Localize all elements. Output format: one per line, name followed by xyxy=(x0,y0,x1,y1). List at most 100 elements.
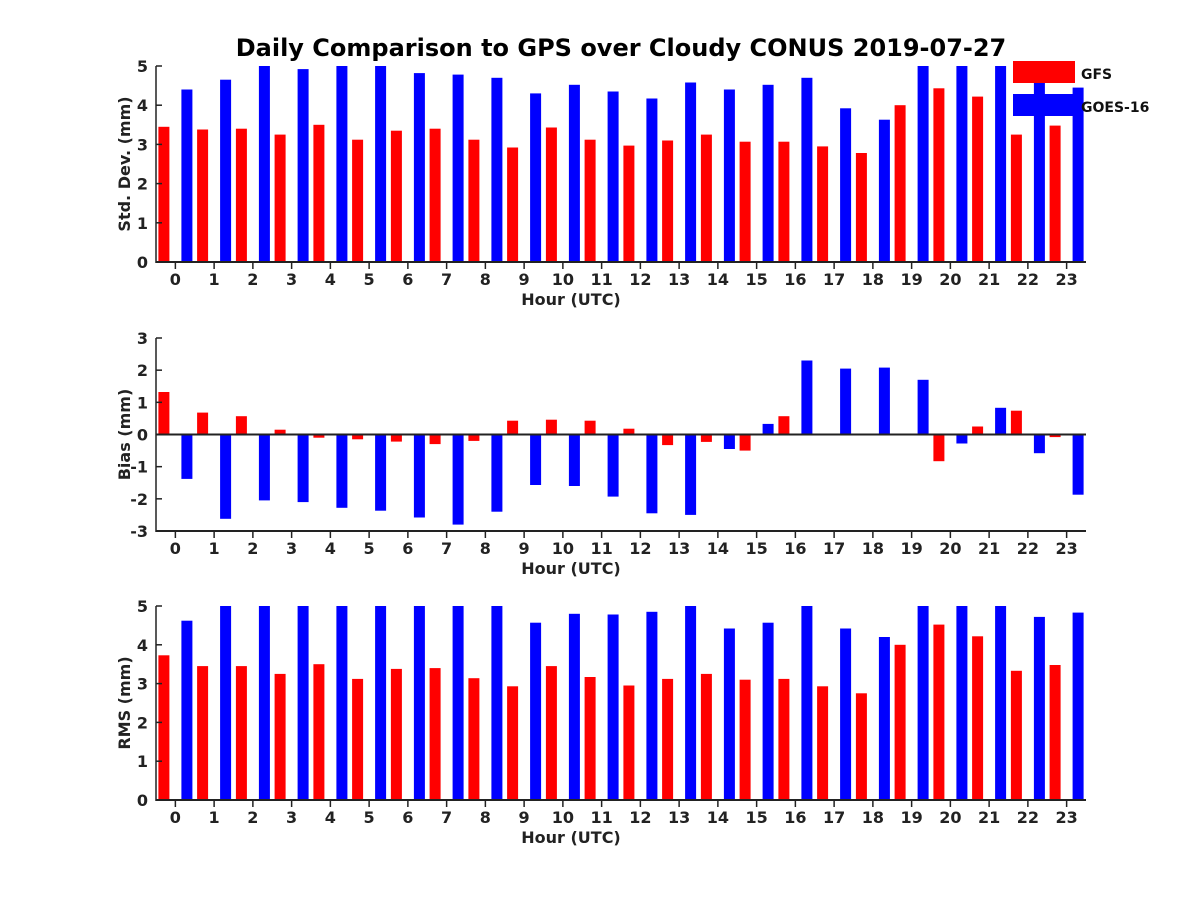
x-tick-label: 12 xyxy=(629,808,651,827)
bar-gfs-hour-2 xyxy=(235,128,247,262)
bar-goes16-hour-5 xyxy=(375,434,387,511)
bar-gfs-hour-19 xyxy=(894,105,906,262)
x-tick-label: 3 xyxy=(286,539,297,558)
bar-gfs-hour-4 xyxy=(313,124,325,262)
bar-goes16-hour-16 xyxy=(801,360,813,435)
x-tick-label: 2 xyxy=(247,270,258,289)
x-tick-label: 0 xyxy=(170,270,181,289)
x-tick-label: 7 xyxy=(441,539,452,558)
bar-gfs-hour-12 xyxy=(623,428,635,435)
x-tick-label: 3 xyxy=(286,808,297,827)
bar-gfs-hour-11 xyxy=(584,677,596,800)
bar-goes16-hour-5 xyxy=(375,66,387,262)
bar-goes16-hour-2 xyxy=(258,606,270,800)
x-tick-label: 17 xyxy=(823,808,845,827)
bar-gfs-hour-5 xyxy=(352,678,364,800)
bar-goes16-hour-9 xyxy=(530,622,542,800)
bar-gfs-hour-16 xyxy=(778,678,790,800)
bar-goes16-hour-18 xyxy=(878,119,890,262)
bar-goes16-hour-12 xyxy=(646,98,658,262)
bar-goes16-hour-8 xyxy=(491,606,503,800)
y-tick-label: 2 xyxy=(137,175,148,194)
bar-gfs-hour-7 xyxy=(429,128,441,262)
bar-goes16-hour-8 xyxy=(491,77,503,262)
bar-goes16-hour-15 xyxy=(762,84,774,262)
legend-label-gfs: GFS xyxy=(1081,67,1112,83)
bar-goes16-hour-12 xyxy=(646,434,658,514)
bar-gfs-hour-22 xyxy=(1010,134,1022,262)
bar-goes16-hour-17 xyxy=(840,108,852,262)
y-axis-label: RMS (mm) xyxy=(115,656,134,749)
y-axis-label: Std. Dev. (mm) xyxy=(115,96,134,231)
y-tick-label: 1 xyxy=(137,752,148,771)
bar-gfs-hour-3 xyxy=(274,429,286,435)
x-tick-label: 4 xyxy=(325,808,336,827)
x-tick-label: 7 xyxy=(441,808,452,827)
bar-goes16-hour-22 xyxy=(1033,434,1045,454)
bar-goes16-hour-11 xyxy=(607,434,619,497)
y-tick-label: 4 xyxy=(137,636,148,655)
x-tick-label: 23 xyxy=(1055,539,1077,558)
bar-goes16-hour-21 xyxy=(995,66,1007,262)
x-axis-label: Hour (UTC) xyxy=(521,828,621,847)
bar-gfs-hour-2 xyxy=(235,416,247,435)
x-tick-label: 14 xyxy=(707,539,729,558)
x-tick-label: 11 xyxy=(590,539,612,558)
bar-gfs-hour-23 xyxy=(1049,665,1061,800)
bar-gfs-hour-23 xyxy=(1049,125,1061,262)
bar-goes16-hour-13 xyxy=(685,82,697,262)
bar-goes16-hour-1 xyxy=(220,606,232,800)
bar-gfs-hour-10 xyxy=(545,666,557,800)
bar-goes16-hour-12 xyxy=(646,611,658,800)
bar-gfs-hour-7 xyxy=(429,434,441,445)
bar-goes16-hour-23 xyxy=(1072,87,1084,262)
x-tick-label: 13 xyxy=(668,539,690,558)
x-tick-label: 5 xyxy=(364,270,375,289)
x-tick-label: 20 xyxy=(939,808,961,827)
x-tick-label: 19 xyxy=(900,808,922,827)
bar-gfs-hour-0 xyxy=(158,655,170,800)
bar-gfs-hour-1 xyxy=(197,412,209,435)
bar-gfs-hour-8 xyxy=(468,139,480,262)
x-tick-label: 21 xyxy=(978,270,1000,289)
y-tick-label: -2 xyxy=(130,490,148,509)
bar-gfs-hour-15 xyxy=(739,141,751,262)
x-tick-label: 1 xyxy=(209,270,220,289)
bar-gfs-hour-20 xyxy=(933,434,945,462)
bar-goes16-hour-6 xyxy=(413,434,425,518)
bar-gfs-hour-6 xyxy=(390,130,402,262)
x-tick-label: 15 xyxy=(745,270,767,289)
bar-gfs-hour-12 xyxy=(623,145,635,262)
bar-goes16-hour-19 xyxy=(917,606,929,800)
x-tick-label: 10 xyxy=(552,270,574,289)
bar-goes16-hour-21 xyxy=(995,606,1007,800)
y-tick-label: 2 xyxy=(137,361,148,380)
bar-gfs-hour-1 xyxy=(197,666,209,800)
bar-gfs-hour-16 xyxy=(778,416,790,435)
bar-goes16-hour-20 xyxy=(956,434,968,444)
bar-gfs-hour-9 xyxy=(507,686,519,800)
bar-gfs-hour-4 xyxy=(313,664,325,800)
x-tick-label: 4 xyxy=(325,270,336,289)
x-tick-label: 9 xyxy=(519,270,530,289)
x-tick-label: 23 xyxy=(1055,808,1077,827)
x-tick-label: 5 xyxy=(364,539,375,558)
bar-goes16-hour-6 xyxy=(413,73,425,262)
x-tick-label: 12 xyxy=(629,539,651,558)
x-tick-label: 0 xyxy=(170,808,181,827)
x-tick-label: 17 xyxy=(823,539,845,558)
x-tick-label: 15 xyxy=(745,808,767,827)
bar-gfs-hour-18 xyxy=(855,693,867,800)
x-tick-label: 12 xyxy=(629,270,651,289)
x-tick-label: 10 xyxy=(552,808,574,827)
bar-goes16-hour-19 xyxy=(917,379,929,435)
bar-gfs-hour-2 xyxy=(235,666,247,800)
x-tick-label: 4 xyxy=(325,539,336,558)
bar-gfs-hour-13 xyxy=(662,678,674,800)
bar-gfs-hour-12 xyxy=(623,685,635,800)
x-axis-label: Hour (UTC) xyxy=(521,559,621,578)
bar-goes16-hour-2 xyxy=(258,434,270,501)
bar-goes16-hour-22 xyxy=(1033,78,1045,263)
bar-goes16-hour-14 xyxy=(723,434,735,449)
